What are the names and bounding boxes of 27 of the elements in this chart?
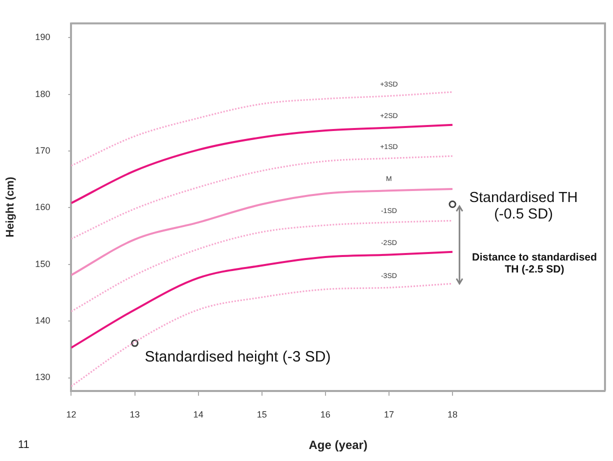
x-tick-label: 15 xyxy=(256,410,267,420)
x-tick-label: 18 xyxy=(447,410,458,420)
x-tick-label: 12 xyxy=(66,410,76,420)
line-series xyxy=(71,250,454,349)
line-series xyxy=(71,188,454,276)
x-axis-title: Age (year) xyxy=(308,438,368,452)
text: 11 xyxy=(18,439,30,452)
line-series xyxy=(71,282,454,388)
x-tick-label: 16 xyxy=(320,410,330,420)
y-tick-label: 130 xyxy=(35,372,50,382)
line-series xyxy=(71,220,454,312)
annotation: Distance to standardised TH (-2.5 SD) xyxy=(472,252,597,276)
y-tick-label: 190 xyxy=(35,32,50,42)
line-series xyxy=(71,155,454,240)
y-tick-label: 170 xyxy=(35,145,50,156)
annotation: Standardised height (-3 SD) xyxy=(144,348,331,366)
y-tick-label: 140 xyxy=(35,316,50,326)
y-axis-title: Height (cm) xyxy=(4,176,17,238)
annotation: Standardised TH (-0.5 SD) xyxy=(469,190,578,223)
y-tick-label: 180 xyxy=(35,88,50,99)
y-tick-label: 160 xyxy=(35,202,50,212)
y-tick-label: 150 xyxy=(35,258,50,269)
x-tick-label: 17 xyxy=(384,410,394,420)
x-tick-label: 13 xyxy=(130,410,140,420)
x-tick-label: 14 xyxy=(193,410,204,420)
line-series xyxy=(71,91,454,167)
line-series xyxy=(71,124,454,204)
